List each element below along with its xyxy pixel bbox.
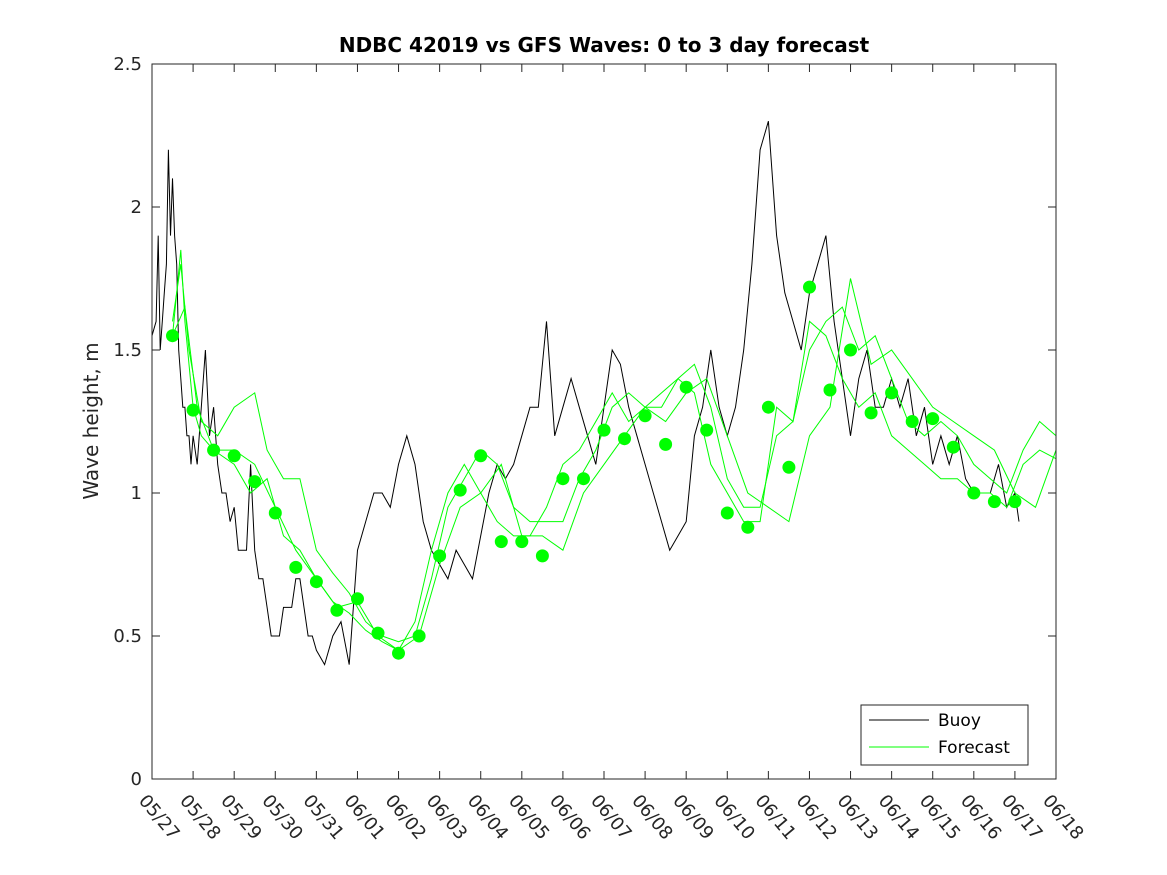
forecast-marker bbox=[1008, 495, 1022, 509]
forecast-marker bbox=[864, 406, 878, 420]
forecast-marker bbox=[597, 423, 611, 437]
forecast-marker bbox=[515, 535, 529, 549]
forecast-marker bbox=[885, 386, 899, 400]
forecast-marker bbox=[967, 486, 981, 500]
forecast-marker bbox=[474, 449, 488, 463]
forecast-marker bbox=[803, 280, 816, 294]
forecast-marker bbox=[433, 549, 447, 563]
legend-box bbox=[860, 704, 1029, 766]
forecast-marker bbox=[618, 432, 631, 446]
forecast-marker bbox=[371, 626, 385, 640]
forecast-marker bbox=[700, 423, 714, 437]
forecast-marker bbox=[494, 535, 508, 549]
legend-buoy-label: Buoy bbox=[938, 711, 981, 731]
y-axis-label: Wave height, m bbox=[79, 342, 103, 499]
forecast-marker bbox=[289, 560, 303, 574]
forecast-series-line bbox=[172, 249, 1057, 651]
legend-forecast-label: Forecast bbox=[938, 738, 1010, 758]
forecast-marker bbox=[453, 483, 467, 497]
forecast-marker bbox=[577, 472, 590, 486]
chart-title: NDBC 42019 vs GFS Waves: 0 to 3 day fore… bbox=[339, 33, 870, 57]
forecast-marker bbox=[823, 383, 837, 397]
forecast-marker bbox=[166, 329, 179, 343]
y-tick-label: 0.5 bbox=[113, 626, 142, 647]
buoy-series-line bbox=[151, 121, 1020, 666]
forecast-marker bbox=[844, 343, 857, 357]
forecast-marker bbox=[207, 443, 221, 457]
forecast-marker bbox=[186, 403, 200, 417]
forecast-marker bbox=[761, 400, 775, 414]
forecast-marker bbox=[351, 592, 364, 606]
forecast-marker bbox=[309, 575, 323, 589]
forecast-marker bbox=[782, 460, 796, 474]
forecast-marker bbox=[556, 472, 570, 486]
forecast-marker bbox=[638, 409, 652, 423]
forecast-marker bbox=[926, 412, 940, 426]
forecast-marker bbox=[720, 506, 734, 520]
forecast-marker bbox=[741, 520, 755, 534]
legend: Buoy Forecast bbox=[860, 704, 1029, 766]
forecast-marker bbox=[412, 629, 426, 643]
forecast-marker bbox=[659, 437, 673, 451]
y-tick-label: 1 bbox=[131, 483, 142, 504]
forecast-marker bbox=[946, 440, 960, 454]
forecast-marker bbox=[905, 415, 919, 428]
forecast-marker bbox=[535, 549, 549, 563]
y-tick-label: 2 bbox=[131, 197, 142, 218]
plot-area bbox=[151, 121, 1057, 666]
y-tick-label: 0 bbox=[131, 769, 142, 790]
y-tick-label: 1.5 bbox=[113, 340, 142, 361]
forecast-marker bbox=[330, 603, 344, 617]
forecast-marker bbox=[268, 506, 282, 520]
forecast-marker bbox=[392, 646, 405, 660]
forecast-marker bbox=[248, 475, 262, 489]
forecast-marker bbox=[987, 495, 1001, 509]
forecast-marker bbox=[227, 449, 241, 463]
y-tick-label: 2.5 bbox=[113, 54, 142, 75]
forecast-marker bbox=[679, 380, 693, 394]
